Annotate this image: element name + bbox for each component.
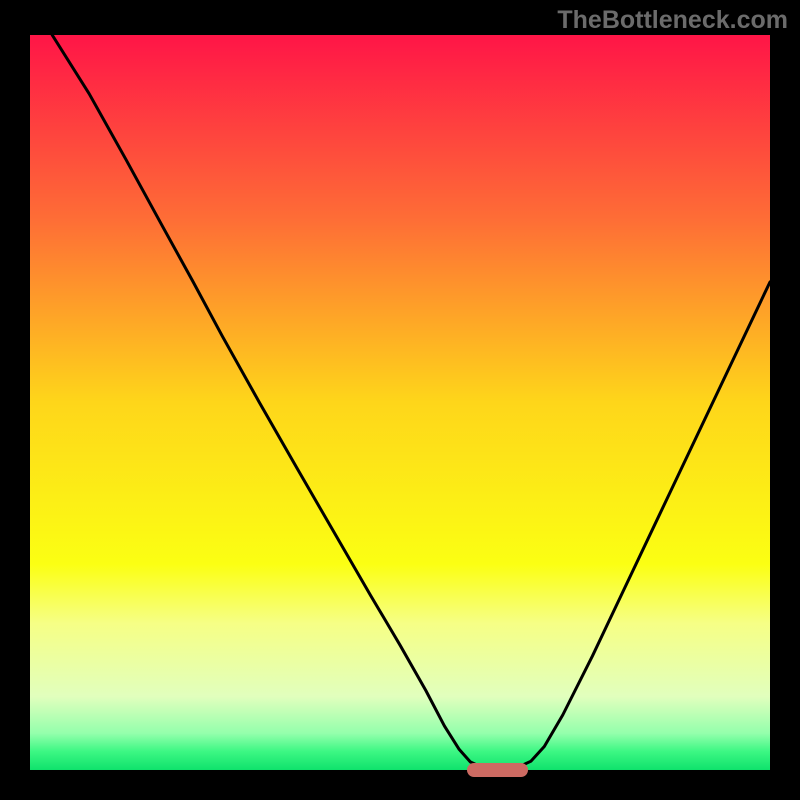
plot-svg bbox=[30, 35, 770, 770]
gradient-background bbox=[30, 35, 770, 770]
chart-frame: TheBottleneck.com bbox=[0, 0, 800, 800]
plot-area bbox=[30, 35, 770, 770]
sweet-spot-marker bbox=[467, 763, 528, 777]
watermark-text: TheBottleneck.com bbox=[557, 6, 788, 35]
